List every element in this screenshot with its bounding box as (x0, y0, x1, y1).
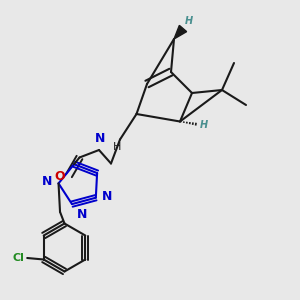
Text: H: H (184, 16, 193, 26)
Text: N: N (42, 176, 52, 188)
Text: H: H (200, 120, 208, 130)
Polygon shape (174, 26, 187, 39)
Text: H: H (112, 142, 121, 152)
Text: N: N (102, 190, 112, 203)
Text: N: N (76, 208, 87, 221)
Text: O: O (54, 170, 64, 184)
Text: N: N (95, 133, 106, 146)
Text: Cl: Cl (13, 253, 25, 263)
